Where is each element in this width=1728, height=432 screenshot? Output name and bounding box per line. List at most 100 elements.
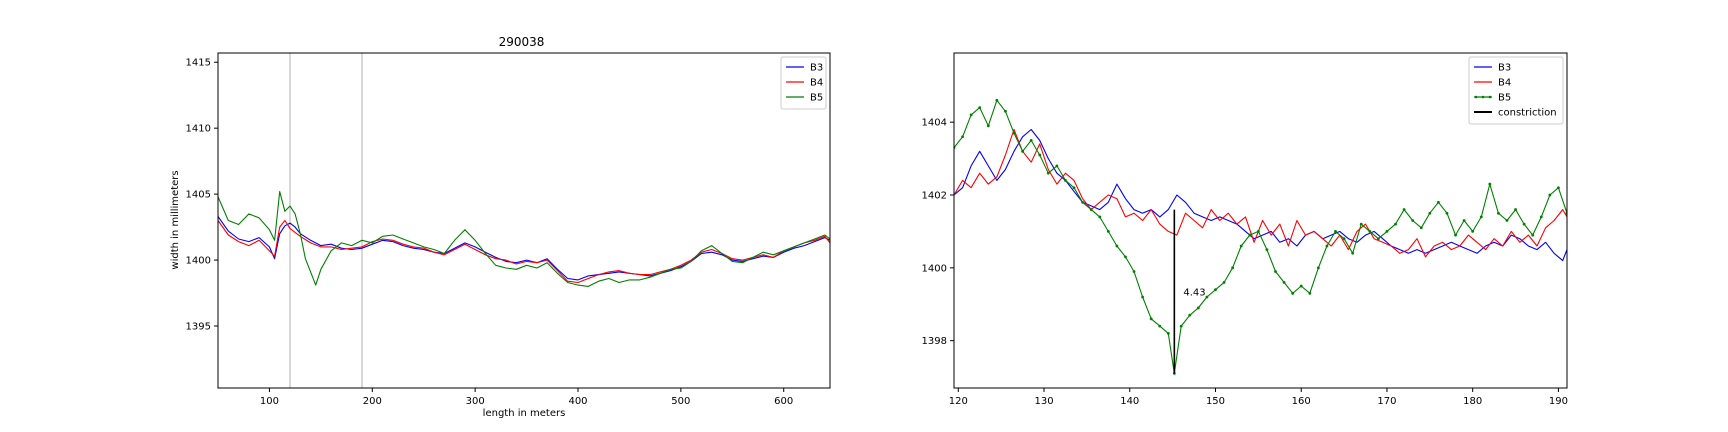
- x-tick-label: 170: [1377, 396, 1396, 407]
- series-point-b5: [1454, 233, 1457, 237]
- series-lines: [954, 98, 1567, 375]
- legend-label-b4: B4: [810, 78, 823, 89]
- series-point-b5: [1531, 233, 1535, 237]
- y-tick-label: 1415: [186, 58, 211, 69]
- series-point-b5: [1368, 230, 1372, 233]
- series-point-b5: [1158, 324, 1162, 328]
- legend-label-constriction: constriction: [1498, 108, 1557, 119]
- series-point-b5: [1222, 281, 1226, 284]
- legend-box: [1468, 56, 1564, 125]
- x-axis-ticks: 120 130 140 150 160 170 180 190: [949, 388, 1568, 407]
- series-point-b5: [1514, 208, 1517, 211]
- legend-label-b3: B3: [810, 63, 823, 74]
- series-point-b5: [1081, 200, 1085, 204]
- chart-left: 290038 100 200 300 400 500 600 1395 1400 1405 14…: [170, 35, 831, 419]
- x-axis-ticks: 100 200 300 400 500 600: [260, 388, 793, 407]
- series-point-b5: [1291, 291, 1295, 295]
- series-point-b5: [961, 135, 964, 139]
- series-point-b5: [986, 124, 990, 128]
- legend: B3 B4 B5 constriction: [1468, 56, 1564, 125]
- series-point-b5: [1004, 109, 1007, 113]
- x-tick-label: 100: [260, 396, 279, 407]
- x-tick-label: 180: [1463, 396, 1482, 407]
- series-point-b5: [1214, 288, 1217, 292]
- plot-frame: [953, 52, 1568, 389]
- series-point-b5: [1021, 149, 1024, 153]
- series-point-b5: [1428, 211, 1432, 215]
- legend-box: [780, 56, 827, 110]
- series-point-b5: [1479, 215, 1483, 219]
- series-point-b5: [1359, 222, 1363, 226]
- series-point-b5: [1179, 324, 1183, 328]
- series-point-b5: [969, 113, 973, 117]
- constriction-label: 4.43: [1183, 288, 1205, 299]
- chart-title: 290038: [499, 35, 545, 49]
- y-axis-ticks: 1398 1400 1402 1404: [922, 118, 954, 347]
- legend: B3 B4 B5: [780, 56, 827, 110]
- plot-frame: [217, 52, 831, 389]
- legend-label-b5: B5: [1498, 93, 1511, 104]
- legend-marker: [1488, 95, 1492, 99]
- series-line-b4: [218, 219, 830, 284]
- x-tick-label: 600: [774, 396, 793, 407]
- series-point-b5: [1522, 222, 1526, 226]
- series-point-b5: [1038, 153, 1042, 157]
- x-axis-label: length in meters: [483, 408, 566, 419]
- plot-area: [954, 98, 1567, 375]
- series-point-b5: [1462, 219, 1466, 222]
- chart-right: 120 130 140 150 160 170 180 190 1398 1400 1402 140…: [922, 52, 1568, 407]
- series-point-b5: [1141, 295, 1145, 299]
- series-line-b5: [218, 190, 830, 287]
- series-point-b5: [1265, 248, 1269, 252]
- series-point-b5: [1376, 237, 1380, 241]
- series-point-b5: [1124, 255, 1127, 259]
- series-point-b5: [1411, 219, 1415, 222]
- series-point-b5: [1072, 186, 1076, 190]
- x-tick-label: 140: [1120, 396, 1139, 407]
- series-point-b5: [1064, 179, 1067, 182]
- x-tick-label: 400: [568, 396, 587, 407]
- legend-label-b4: B4: [1498, 78, 1511, 89]
- y-tick-label: 1400: [922, 263, 947, 274]
- series-point-b5: [1351, 251, 1355, 255]
- x-tick-label: 160: [1292, 396, 1311, 407]
- series-point-b5: [995, 98, 999, 102]
- series-point-b5: [1098, 215, 1102, 219]
- series-point-b5: [1557, 186, 1560, 190]
- series-point-b5: [1055, 164, 1059, 168]
- y-tick-label: 1404: [922, 118, 947, 129]
- y-tick-label: 1398: [922, 336, 947, 347]
- x-tick-label: 150: [1206, 396, 1225, 407]
- series-point-b5: [978, 106, 982, 110]
- series-line-b4: [954, 128, 1567, 258]
- series-point-b5: [1505, 219, 1509, 222]
- series-point-b5: [1106, 230, 1110, 233]
- series-point-b5: [1115, 244, 1119, 248]
- series-point-b5: [1325, 244, 1329, 248]
- series-point-b5: [1334, 230, 1337, 233]
- series-point-b5: [1445, 211, 1449, 215]
- series-point-b5: [1132, 270, 1136, 273]
- x-tick-label: 130: [1034, 396, 1053, 407]
- x-tick-label: 120: [949, 396, 968, 407]
- reference-lines: [289, 53, 363, 388]
- x-tick-label: 500: [671, 396, 690, 407]
- legend-label-b5: B5: [810, 93, 823, 104]
- y-axis-ticks: 1395 1400 1405 1410 1415: [186, 58, 218, 333]
- series-point-b5: [1149, 317, 1153, 321]
- y-tick-label: 1405: [186, 190, 211, 201]
- series-point-b5: [1394, 222, 1397, 226]
- series-point-b5: [1385, 230, 1389, 233]
- y-tick-label: 1402: [922, 191, 947, 202]
- series-point-b5: [1316, 266, 1320, 270]
- series-point-b5: [1402, 208, 1406, 211]
- x-tick-label: 200: [363, 396, 382, 407]
- series-point-b5: [1089, 208, 1093, 211]
- series-point-b5: [1488, 182, 1492, 186]
- plot-area: [218, 53, 830, 388]
- series-point-b5: [1497, 211, 1500, 215]
- series-point-b5: [1239, 244, 1243, 248]
- series-point-b5: [1188, 313, 1192, 317]
- series-point-b5: [1282, 281, 1286, 284]
